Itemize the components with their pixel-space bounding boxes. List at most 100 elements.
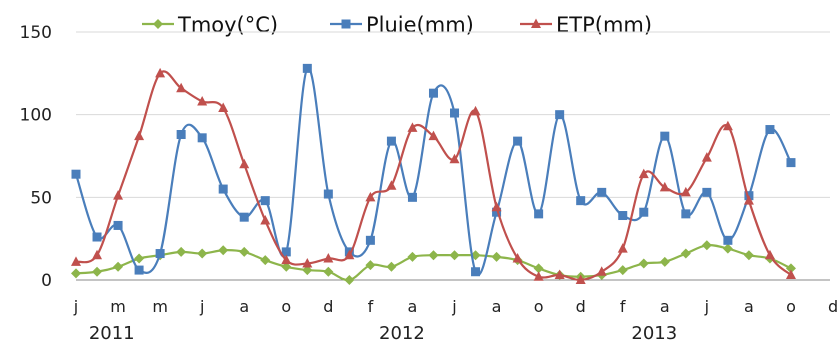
series-line: [75, 70, 792, 282]
data-point: [533, 263, 544, 274]
legend-label: Tmoy(°C): [177, 13, 278, 37]
data-point: [722, 243, 733, 254]
x-tick-label: j: [199, 297, 204, 316]
data-point: [113, 220, 123, 230]
data-point: [176, 82, 187, 93]
data-point: [281, 261, 292, 272]
legend-marker: [341, 19, 351, 29]
data-point: [618, 211, 628, 221]
data-point: [92, 249, 103, 260]
data-point: [302, 257, 313, 268]
data-point: [534, 209, 544, 219]
x-tick-label: j: [704, 297, 709, 316]
data-point: [386, 180, 397, 190]
data-point: [365, 260, 376, 271]
data-point: [785, 269, 796, 280]
data-point: [281, 254, 292, 265]
x-tick-label: f: [620, 297, 626, 316]
data-point: [659, 256, 670, 267]
data-point: [449, 250, 460, 261]
x-tick-label: a: [408, 297, 418, 316]
legend-marker: [531, 18, 541, 28]
x-tick-label: j: [451, 297, 456, 316]
x-tick-label: f: [368, 297, 374, 316]
data-point: [680, 186, 691, 197]
data-point: [218, 245, 229, 256]
x-tick-label: o: [534, 297, 544, 316]
data-point: [765, 125, 775, 135]
data-point: [639, 207, 649, 217]
year-label: 2011: [89, 323, 135, 344]
data-point: [71, 256, 81, 266]
data-point: [660, 131, 670, 141]
data-point: [218, 184, 228, 194]
series-etpmm: [71, 67, 796, 284]
data-point: [428, 250, 439, 261]
data-point: [239, 158, 250, 169]
data-point: [197, 133, 207, 143]
data-point: [155, 249, 165, 259]
legend-marker: [153, 19, 163, 29]
data-point: [365, 235, 375, 245]
year-label: 2013: [631, 323, 677, 344]
data-point: [491, 251, 502, 262]
data-point: [554, 269, 565, 280]
data-point: [176, 246, 187, 257]
legend-item: Pluie(mm): [330, 13, 474, 37]
data-point: [449, 153, 460, 164]
data-point: [344, 249, 355, 260]
data-point: [470, 250, 481, 261]
data-point: [239, 246, 250, 257]
x-tick-label: m: [152, 297, 168, 316]
data-point: [407, 122, 418, 132]
data-point: [197, 248, 208, 259]
series-pluiemm: [71, 63, 796, 277]
x-tick-label: d: [828, 297, 838, 316]
data-point: [450, 108, 460, 118]
data-point: [155, 67, 166, 78]
data-point: [596, 266, 607, 276]
data-point: [743, 250, 754, 261]
y-tick-label: 100: [20, 106, 52, 126]
data-point: [134, 265, 144, 275]
legend-label: ETP(mm): [556, 13, 652, 37]
data-point: [134, 253, 145, 264]
legend: Tmoy(°C) Pluie(mm) ETP(mm): [142, 13, 652, 37]
x-tick-label: a: [660, 297, 670, 316]
data-point: [617, 243, 628, 253]
data-point: [302, 265, 313, 276]
series-tmoyc: [71, 240, 796, 285]
x-axis: j m m j a o d f a j a o d f a j a o d 2011 2012 2013: [73, 279, 838, 344]
data-point: [680, 248, 691, 259]
x-tick-label: j: [73, 297, 78, 316]
data-point: [260, 214, 271, 225]
legend-item: ETP(mm): [520, 13, 652, 37]
data-point: [722, 120, 733, 131]
x-tick-label: a: [492, 297, 502, 316]
data-point: [218, 102, 229, 113]
data-point: [134, 130, 145, 141]
data-point: [701, 152, 712, 162]
x-tick-label: m: [110, 297, 126, 316]
y-tick-label: 0: [41, 271, 52, 291]
data-point: [638, 168, 649, 179]
data-point: [323, 253, 334, 263]
data-point: [113, 261, 124, 272]
x-tick-label: a: [744, 297, 754, 316]
data-point: [260, 255, 271, 266]
data-point: [113, 190, 124, 200]
data-point: [785, 263, 796, 274]
legend-label: Pluie(mm): [366, 13, 474, 37]
data-point: [597, 187, 607, 197]
data-point: [576, 196, 586, 206]
data-point: [71, 268, 81, 279]
data-point: [260, 196, 270, 206]
data-point: [492, 207, 502, 217]
x-tick-label: o: [786, 297, 796, 316]
data-point: [555, 110, 565, 120]
data-point: [786, 158, 796, 168]
x-tick-label: o: [281, 297, 291, 316]
data-point: [365, 191, 376, 202]
year-label: 2012: [379, 323, 425, 344]
